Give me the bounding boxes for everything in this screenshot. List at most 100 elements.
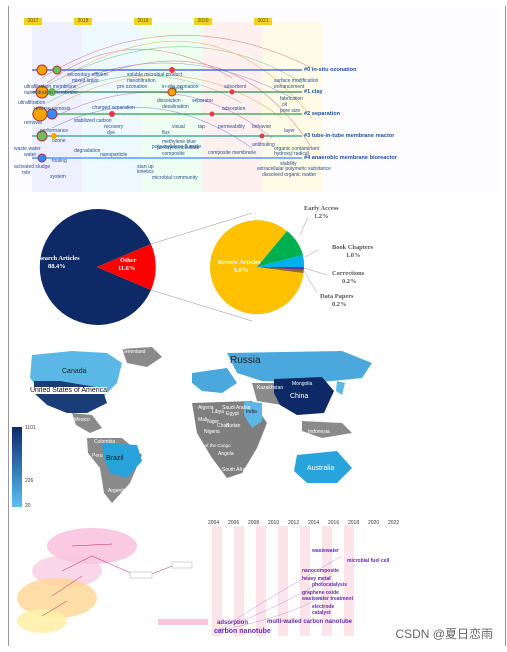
- keyword: composite: [162, 151, 185, 157]
- keyword: activated sludge: [14, 164, 51, 170]
- keyword: fabrication: [280, 96, 304, 102]
- country-egypt: Egypt: [226, 411, 239, 417]
- legend-min: 20: [25, 503, 31, 509]
- keyword: stabilized carbon: [74, 118, 112, 124]
- keyword: nanofiltration: [127, 78, 156, 84]
- keyword: organic contaminant: [274, 146, 320, 152]
- country-libya: Libya: [212, 409, 224, 415]
- keyword: nanoparticle: [100, 152, 128, 158]
- region-china: [274, 377, 334, 415]
- country-mexico: Mexico: [74, 417, 90, 423]
- country-canada: Canada: [62, 368, 87, 375]
- region-australia: [294, 451, 352, 483]
- other-value: 11.6%: [118, 265, 136, 272]
- keyword: stability: [280, 161, 297, 167]
- page-frame: [8, 6, 506, 646]
- year-band-2021: [262, 22, 322, 192]
- keyword: kinetics: [137, 169, 154, 175]
- tz-keyword: wastewater: [312, 548, 339, 554]
- tz-year-2004: 2004: [208, 520, 220, 526]
- year-band-2020: [202, 22, 262, 192]
- region-japan: [336, 381, 345, 395]
- legend-mid: 226: [25, 478, 34, 484]
- tz-keyword: graphene oxide: [302, 590, 339, 596]
- other-label: Other: [120, 257, 137, 264]
- keyword: adsorption: [222, 106, 246, 112]
- keyword: start up: [137, 164, 154, 170]
- cluster-blob-orange: [17, 578, 97, 618]
- keyword: waste water: [14, 146, 41, 152]
- early-access-label: Early Access: [304, 205, 339, 212]
- keyword: ozone: [52, 138, 66, 144]
- country-russia: Russia: [230, 355, 261, 366]
- color-legend-bar: [12, 427, 22, 507]
- keyword: enhancement: [274, 84, 305, 90]
- tz-keyword: photocatalysis: [312, 582, 348, 588]
- tz-year-2020: 2020: [368, 520, 380, 526]
- country-iran: Iran: [234, 395, 243, 401]
- keyword: degradation: [74, 148, 101, 154]
- timeline-cluster-map: 2017 2018 2019 2020 2021 #0 in-situ ozon…: [12, 8, 500, 193]
- timezone-columns: [212, 526, 354, 636]
- data-papers-label: Data Papers: [320, 293, 354, 300]
- connector-bottom: [150, 289, 253, 322]
- keyword: performance: [40, 128, 69, 134]
- tz-keyword: nanocomposite: [302, 568, 339, 574]
- watermark: CSDN @夏日恋雨: [395, 627, 493, 641]
- tz-keyword: catalyst: [312, 610, 331, 616]
- keyword: desalination: [162, 104, 189, 110]
- region-mexico: [72, 413, 102, 433]
- tz-year-2006: 2006: [228, 520, 240, 526]
- region-greenland: [122, 347, 162, 367]
- pie-slice-research: [39, 209, 151, 325]
- tz-year-2018: 2018: [348, 520, 360, 526]
- country-peru: Peru: [92, 453, 103, 459]
- region-europe: [192, 368, 237, 393]
- data-papers-value: 0.2%: [332, 301, 347, 308]
- timezone-links: [216, 555, 343, 632]
- cluster-blob-yellow: [17, 609, 67, 633]
- keyword: visual: [172, 124, 185, 130]
- keyword: hydroxyl radical: [274, 151, 309, 157]
- keyword: antifouling: [252, 142, 275, 148]
- country-brazil: Brazil: [106, 455, 124, 462]
- keyword: extracellular polymeric substance: [257, 166, 331, 172]
- keyword: nanofiltration membrane: [24, 90, 78, 96]
- keyword: charged separation: [92, 105, 135, 111]
- country-sudan: Sudan: [226, 423, 241, 429]
- tz-keyword: heavy metal: [302, 576, 331, 582]
- country-india: India: [246, 409, 257, 415]
- tz-year-2022: 2022: [388, 520, 400, 526]
- connector-top: [150, 212, 253, 245]
- country-kazakhstan: Kazakhstan: [257, 385, 284, 391]
- region-india: [244, 401, 262, 428]
- country-greenland: Greenland: [122, 349, 146, 355]
- cluster-lines: [32, 69, 302, 159]
- keyword: fouling: [52, 158, 67, 164]
- network-svg: [17, 526, 354, 636]
- keyword: mixed liquor: [72, 78, 99, 84]
- year-band-2019: [142, 22, 202, 192]
- cluster-label-3: #3 tube-in-tube membrane reactor: [304, 133, 395, 139]
- year-label-2019: 2019: [134, 18, 152, 25]
- keyword: composite membrane: [208, 150, 257, 156]
- country-angola: Angola: [218, 451, 234, 457]
- legend-max: 1101: [25, 425, 36, 431]
- cluster-label-0: #0 in-situ ozonation: [304, 67, 357, 73]
- keyword: removal: [24, 120, 42, 126]
- keyword: ultrafiltration: [18, 100, 46, 106]
- pie-slice-book-chapters: [257, 255, 305, 267]
- keyword: pre ozonation: [117, 84, 148, 90]
- country-niger: Niger: [207, 419, 219, 425]
- timeline-svg: [32, 22, 322, 192]
- world-map: 1101 226 20 Russia Canada United States …: [12, 343, 500, 513]
- keyword: flux: [162, 130, 170, 136]
- keyword: microbial community: [152, 175, 198, 181]
- keyword: methylene blue: [162, 139, 196, 145]
- keyword: behavior: [252, 124, 272, 130]
- label-leaders: [299, 216, 328, 294]
- keyword: layer: [284, 128, 295, 134]
- year-label-2021: 2021: [254, 18, 272, 25]
- keyword: oil: [282, 102, 288, 108]
- keyword: polyvinylidene fluoride: [152, 144, 202, 150]
